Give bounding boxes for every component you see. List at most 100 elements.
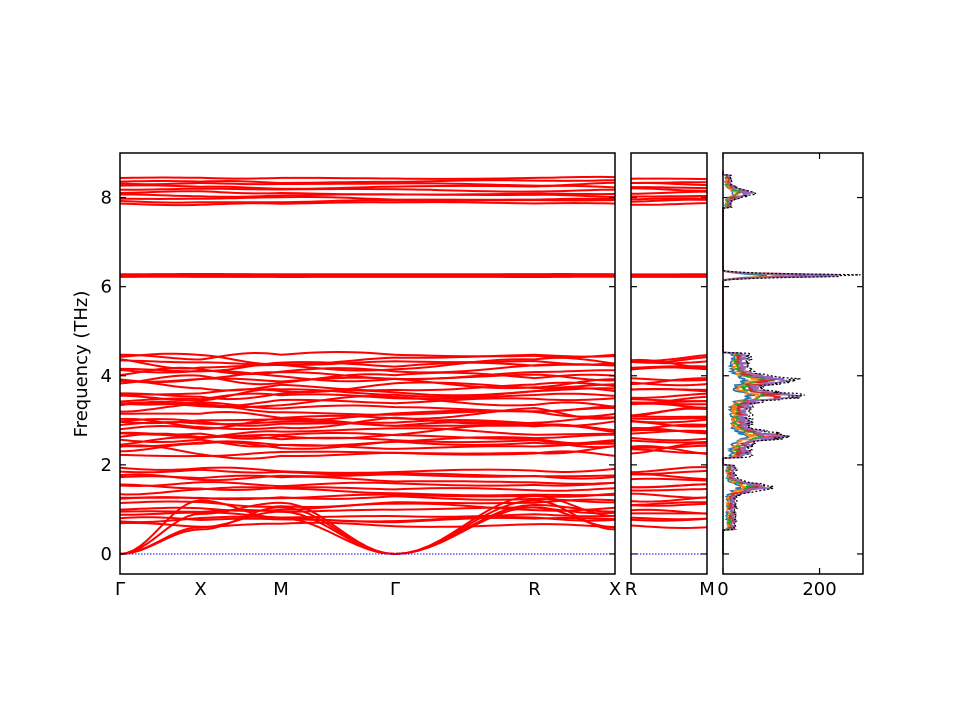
density-of-states-panel: 0 200: [717, 152, 864, 600]
band-line: [119, 439, 616, 453]
band-line: [631, 181, 707, 184]
band-line: [630, 426, 708, 435]
y-tick-label: 0: [101, 544, 112, 565]
band-line: [119, 352, 616, 366]
band-line: [630, 360, 708, 365]
band-line: [119, 444, 616, 460]
x-tick-label: X: [194, 579, 206, 600]
band-line: [630, 501, 708, 507]
band-line: [119, 466, 616, 474]
band-line: [631, 190, 708, 195]
band-line: [630, 444, 708, 449]
x-tick-label: R: [625, 579, 638, 600]
band-line: [119, 515, 616, 524]
r-m-axes-frame: [630, 152, 708, 575]
band-line: [630, 197, 708, 201]
y-tick-label: 4: [101, 366, 112, 387]
x-tick-label: X: [609, 579, 621, 600]
y-tick-label: 6: [101, 277, 112, 298]
band-line: [630, 436, 708, 442]
dos-x-tick-label: 200: [802, 579, 836, 600]
band-line: [119, 175, 616, 180]
band-line: [630, 417, 708, 420]
band-line: [630, 488, 708, 492]
band-line: [120, 380, 616, 392]
band-line: [630, 354, 708, 362]
band-line: [119, 371, 616, 386]
band-line: [630, 388, 708, 391]
band-line: [119, 358, 616, 370]
x-tick-label: Γ: [390, 579, 400, 600]
band-line: [630, 524, 708, 530]
band-line: [119, 381, 616, 396]
band-line: [630, 381, 708, 387]
band-line: [630, 407, 708, 417]
band-line: [119, 427, 616, 439]
band-line: [630, 177, 708, 181]
band-line: [630, 377, 708, 382]
acoustic-band-line: [119, 494, 616, 556]
dos-axes-frame: [722, 152, 864, 575]
band-line: [630, 429, 708, 435]
y-tick-label: 8: [101, 188, 112, 209]
r-m-band-lines: [630, 177, 708, 555]
acoustic-band-line: [119, 499, 616, 556]
band-line: [630, 516, 708, 521]
band-line: [119, 394, 616, 409]
band-line: [119, 392, 616, 403]
band-line: [630, 415, 708, 418]
band-line: [630, 202, 708, 206]
band-line: [119, 483, 616, 492]
band-line: [119, 201, 616, 207]
band-line: [119, 450, 616, 458]
band-line: [120, 350, 616, 361]
band-line: [119, 433, 615, 448]
band-line: [119, 468, 616, 478]
band-line: [630, 366, 708, 371]
band-line: [119, 196, 616, 201]
main-frame-rect: [119, 152, 616, 575]
band-line: [119, 409, 616, 425]
band-line: [630, 418, 708, 424]
band-line: [631, 186, 708, 190]
band-line: [119, 190, 615, 196]
band-line: [630, 439, 708, 444]
acoustic-band-line: [119, 503, 616, 556]
band-line: [119, 356, 616, 372]
x-tick-label: M: [273, 579, 289, 600]
band-line: [630, 187, 708, 192]
band-line: [630, 477, 708, 482]
x-tick-label: R: [528, 579, 541, 600]
band-line: [119, 397, 616, 408]
band-line: [630, 198, 708, 203]
band-line: [119, 416, 616, 430]
band-line: [119, 431, 616, 445]
band-line: [119, 474, 616, 485]
band-line: [119, 179, 616, 185]
band-line: [630, 398, 708, 403]
band-line: [630, 508, 708, 515]
dos-frame-rect: [722, 152, 864, 575]
band-line: [119, 181, 616, 187]
x-tick-label: M: [699, 579, 715, 600]
dos-x-tick-label: 0: [717, 579, 728, 600]
band-line: [119, 481, 616, 488]
band-line: [630, 502, 708, 507]
band-line: [630, 492, 708, 499]
main-y-ticks: 0 2 4 6 8: [101, 188, 863, 565]
main-axes-frame: [119, 152, 616, 575]
y-tick-label: 2: [101, 455, 112, 476]
y-axis-label: Frequency (THz): [71, 291, 92, 438]
band-line: [630, 469, 708, 475]
x-tick-label: Γ: [115, 579, 125, 600]
acoustic-band-line: [119, 506, 616, 556]
band-line: [119, 371, 616, 383]
band-line: [630, 466, 707, 474]
r-m-frame-rect: [630, 152, 708, 575]
